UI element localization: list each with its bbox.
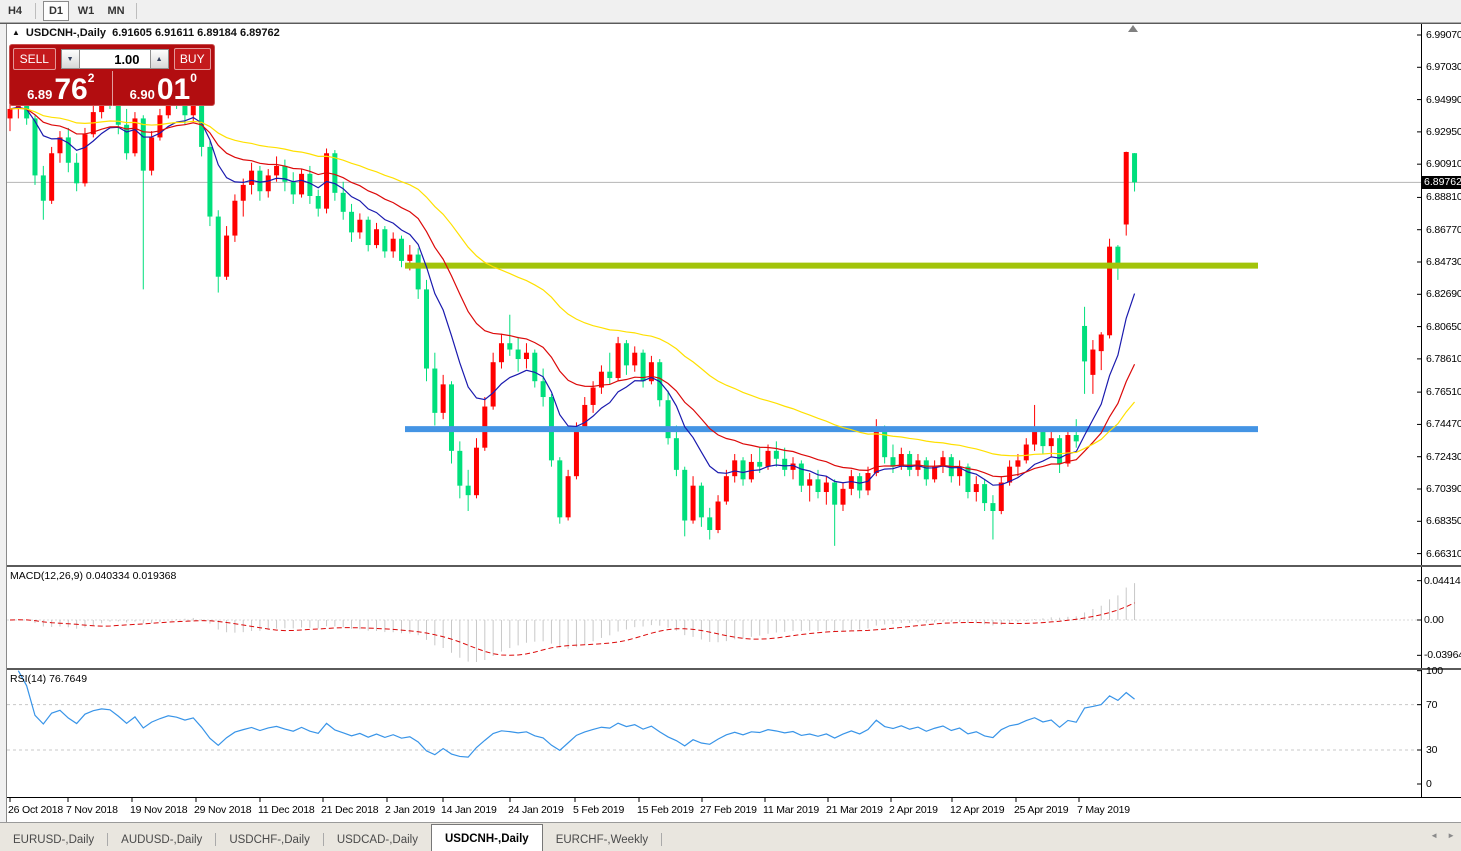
sell-button[interactable]: SELL bbox=[13, 48, 56, 70]
timeframe-button-w1[interactable]: W1 bbox=[77, 5, 95, 17]
tab-separator bbox=[661, 833, 663, 846]
chart-tab-usdcad-daily[interactable]: USDCAD-,Daily bbox=[336, 834, 418, 846]
volume-stepper: ▼ ▲ bbox=[60, 49, 169, 69]
chart-tab-eurchf-weekly[interactable]: EURCHF-,Weekly bbox=[555, 834, 649, 846]
toolbar-separator bbox=[35, 3, 36, 19]
volume-increase-button[interactable]: ▲ bbox=[149, 49, 169, 69]
buy-price-big: 01 bbox=[156, 73, 191, 107]
chart-symbol-label: USDCNH-,Daily bbox=[25, 27, 106, 39]
buy-price-display[interactable]: 6.90 01 0 bbox=[113, 71, 215, 106]
chart-title: ▲ USDCNH-,Daily 6.91605 6.91611 6.89184 6… bbox=[12, 27, 280, 39]
chart-tab-bar: ◄ ► EURUSD-,Daily AUDUSD-,Daily USDCHF-,Da… bbox=[0, 822, 1461, 851]
chart-tab-audusd-daily[interactable]: AUDUSD-,Daily bbox=[121, 834, 203, 846]
buy-price-base: 6.90 bbox=[129, 87, 155, 102]
sell-price-pip: 2 bbox=[87, 71, 95, 85]
tab-scroll-right-icon[interactable]: ► bbox=[1447, 831, 1455, 840]
tab-scroll-controls: ◄ ► bbox=[1430, 831, 1455, 840]
chevron-down-icon: ▼ bbox=[66, 55, 74, 63]
sell-price-big: 76 bbox=[54, 73, 88, 107]
timeframe-button-d1[interactable]: D1 bbox=[43, 1, 69, 21]
tab-separator bbox=[322, 833, 324, 846]
one-click-trading-panel: SELL ▼ ▲ BUY 6.89 76 2 6.90 01 0 bbox=[9, 44, 215, 106]
rsi-indicator-label: RSI(14) 76.7649 bbox=[10, 673, 88, 685]
tab-separator bbox=[107, 833, 109, 846]
volume-decrease-button[interactable]: ▼ bbox=[60, 49, 80, 69]
timeframe-button-h4[interactable]: H4 bbox=[7, 5, 23, 17]
macd-indicator-label: MACD(12,26,9) 0.040334 0.019368 bbox=[10, 570, 177, 582]
sell-price-display[interactable]: 6.89 76 2 bbox=[10, 71, 113, 106]
volume-input[interactable] bbox=[79, 49, 150, 69]
chart-tab-usdcnh-daily[interactable]: USDCNH-,Daily bbox=[430, 824, 543, 851]
chevron-up-icon: ▲ bbox=[155, 55, 163, 63]
collapse-panel-icon[interactable]: ▲ bbox=[12, 28, 20, 37]
timeframe-toolbar: H4 D1 W1 MN bbox=[0, 0, 1461, 23]
timeframe-button-mn[interactable]: MN bbox=[107, 5, 125, 17]
tab-scroll-left-icon[interactable]: ◄ bbox=[1430, 831, 1439, 840]
chart-tab-usdchf-daily[interactable]: USDCHF-,Daily bbox=[229, 834, 310, 846]
current-price-tag: 6.89762 bbox=[1421, 176, 1461, 189]
buy-price-pip: 0 bbox=[190, 71, 197, 85]
buy-button[interactable]: BUY bbox=[173, 48, 211, 70]
sell-price-base: 6.89 bbox=[27, 87, 53, 102]
chart-tab-eurusd-daily[interactable]: EURUSD-,Daily bbox=[13, 834, 95, 846]
chart-ohlc-values: 6.91605 6.91611 6.89184 6.89762 bbox=[112, 27, 280, 39]
toolbar-separator bbox=[136, 3, 137, 19]
tab-separator bbox=[215, 833, 217, 846]
